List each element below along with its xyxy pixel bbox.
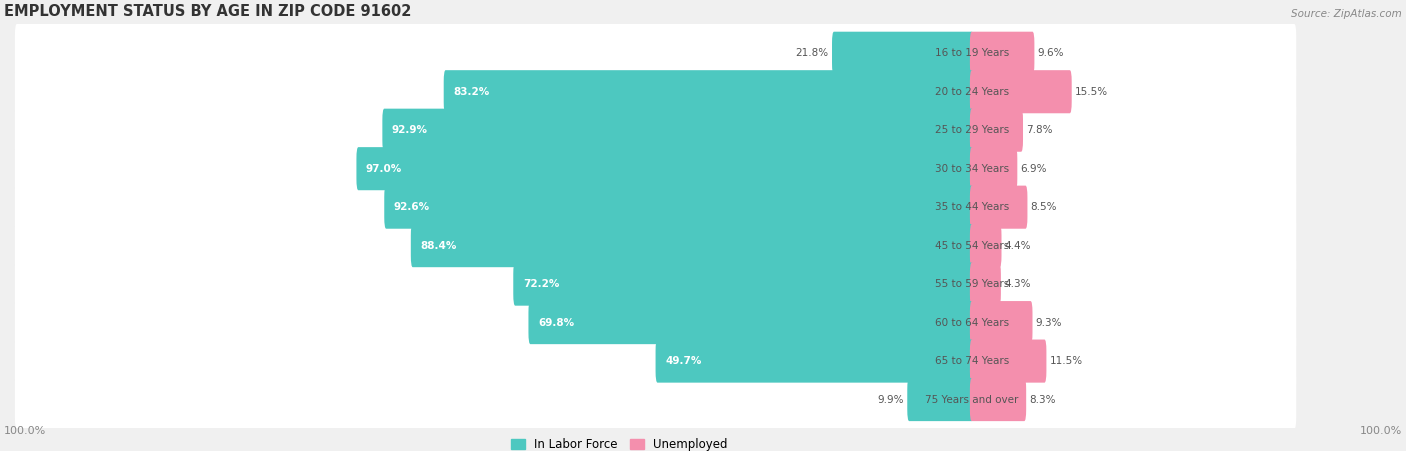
FancyBboxPatch shape bbox=[970, 224, 1001, 267]
Text: 92.9%: 92.9% bbox=[392, 125, 427, 135]
FancyBboxPatch shape bbox=[655, 340, 974, 382]
FancyBboxPatch shape bbox=[15, 255, 1296, 313]
FancyBboxPatch shape bbox=[970, 32, 1035, 75]
Text: 97.0%: 97.0% bbox=[366, 164, 402, 174]
Text: 11.5%: 11.5% bbox=[1049, 356, 1083, 366]
FancyBboxPatch shape bbox=[970, 186, 1028, 229]
Text: 30 to 34 Years: 30 to 34 Years bbox=[935, 164, 1010, 174]
FancyBboxPatch shape bbox=[382, 109, 974, 152]
Text: 9.9%: 9.9% bbox=[877, 395, 904, 405]
Text: 45 to 54 Years: 45 to 54 Years bbox=[935, 241, 1010, 251]
FancyBboxPatch shape bbox=[15, 332, 1296, 390]
Text: EMPLOYMENT STATUS BY AGE IN ZIP CODE 91602: EMPLOYMENT STATUS BY AGE IN ZIP CODE 916… bbox=[4, 4, 412, 18]
Text: 100.0%: 100.0% bbox=[1360, 426, 1402, 436]
FancyBboxPatch shape bbox=[970, 70, 1071, 113]
FancyBboxPatch shape bbox=[15, 101, 1296, 160]
Text: 83.2%: 83.2% bbox=[453, 87, 489, 97]
Text: 65 to 74 Years: 65 to 74 Years bbox=[935, 356, 1010, 366]
FancyBboxPatch shape bbox=[15, 370, 1296, 429]
Text: 72.2%: 72.2% bbox=[523, 279, 560, 289]
FancyBboxPatch shape bbox=[357, 147, 974, 190]
FancyBboxPatch shape bbox=[970, 147, 1018, 190]
Text: 88.4%: 88.4% bbox=[420, 241, 457, 251]
FancyBboxPatch shape bbox=[970, 109, 1024, 152]
FancyBboxPatch shape bbox=[444, 70, 974, 113]
Text: 9.3%: 9.3% bbox=[1036, 318, 1062, 327]
Text: 8.3%: 8.3% bbox=[1029, 395, 1056, 405]
FancyBboxPatch shape bbox=[15, 293, 1296, 352]
FancyBboxPatch shape bbox=[832, 32, 974, 75]
FancyBboxPatch shape bbox=[970, 340, 1046, 382]
FancyBboxPatch shape bbox=[15, 178, 1296, 236]
Text: 35 to 44 Years: 35 to 44 Years bbox=[935, 202, 1010, 212]
Text: 20 to 24 Years: 20 to 24 Years bbox=[935, 87, 1010, 97]
FancyBboxPatch shape bbox=[970, 301, 1032, 344]
FancyBboxPatch shape bbox=[15, 139, 1296, 198]
FancyBboxPatch shape bbox=[529, 301, 974, 344]
FancyBboxPatch shape bbox=[907, 378, 974, 421]
Text: 60 to 64 Years: 60 to 64 Years bbox=[935, 318, 1010, 327]
FancyBboxPatch shape bbox=[970, 262, 1001, 306]
Text: 100.0%: 100.0% bbox=[4, 426, 46, 436]
Text: 4.4%: 4.4% bbox=[1005, 241, 1031, 251]
Legend: In Labor Force, Unemployed: In Labor Force, Unemployed bbox=[510, 438, 728, 451]
Text: 25 to 29 Years: 25 to 29 Years bbox=[935, 125, 1010, 135]
Text: 49.7%: 49.7% bbox=[665, 356, 702, 366]
Text: 7.8%: 7.8% bbox=[1026, 125, 1053, 135]
Text: 9.6%: 9.6% bbox=[1038, 48, 1064, 58]
FancyBboxPatch shape bbox=[513, 262, 974, 306]
FancyBboxPatch shape bbox=[15, 216, 1296, 275]
Text: 8.5%: 8.5% bbox=[1031, 202, 1057, 212]
Text: 21.8%: 21.8% bbox=[796, 48, 830, 58]
Text: 16 to 19 Years: 16 to 19 Years bbox=[935, 48, 1010, 58]
FancyBboxPatch shape bbox=[384, 186, 974, 229]
FancyBboxPatch shape bbox=[411, 224, 974, 267]
Text: 15.5%: 15.5% bbox=[1074, 87, 1108, 97]
Text: Source: ZipAtlas.com: Source: ZipAtlas.com bbox=[1291, 9, 1402, 18]
FancyBboxPatch shape bbox=[970, 378, 1026, 421]
Text: 6.9%: 6.9% bbox=[1021, 164, 1047, 174]
Text: 75 Years and over: 75 Years and over bbox=[925, 395, 1018, 405]
FancyBboxPatch shape bbox=[15, 24, 1296, 83]
Text: 69.8%: 69.8% bbox=[538, 318, 574, 327]
FancyBboxPatch shape bbox=[15, 63, 1296, 121]
Text: 4.3%: 4.3% bbox=[1004, 279, 1031, 289]
Text: 55 to 59 Years: 55 to 59 Years bbox=[935, 279, 1010, 289]
Text: 92.6%: 92.6% bbox=[394, 202, 430, 212]
